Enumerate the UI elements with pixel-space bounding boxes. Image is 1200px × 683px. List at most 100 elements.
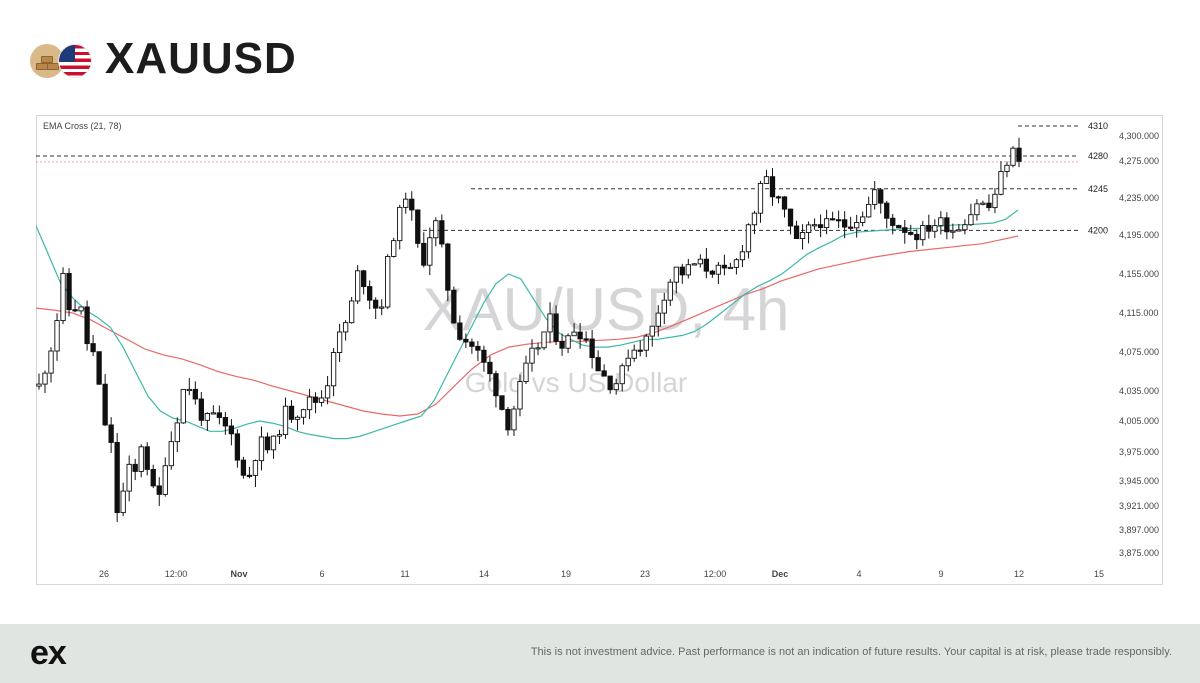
candle-up [324,385,331,399]
ema78-line [36,235,1019,417]
candle-down [775,196,782,199]
x-tick-label: Dec [772,569,789,579]
candle-up [673,266,679,283]
candle-down [156,485,162,495]
x-tick-label: 14 [479,569,489,579]
candle-up [625,357,631,367]
x-tick-label: Nov [230,569,247,579]
candle-up [968,214,974,226]
candle-down [914,233,920,241]
candle-up [733,259,740,268]
candle-up [306,396,313,411]
y-tick-label: 4,275.000 [1119,156,1159,166]
candle-down [192,388,198,400]
y-tick-label: 4,195.000 [1119,230,1159,240]
candle-up [126,463,132,492]
candle-down [583,338,589,341]
candle-up [385,255,391,308]
candle-up [427,237,433,266]
brand-logo: ex [30,634,67,672]
candle-down [926,224,932,232]
candle-up [210,412,217,415]
candle-up [613,383,619,391]
candle-up [932,225,938,232]
candle-up [860,216,866,223]
candle-down [234,433,241,461]
x-tick-label: 12:00 [165,569,188,579]
x-tick-label: 12:00 [704,569,727,579]
candle-down [908,232,914,235]
footer: ex This is not investment advice. Past p… [0,624,1200,683]
candle-up [920,224,926,241]
candle-down [288,405,295,420]
candle-up [517,381,523,410]
candle-up [186,388,192,392]
candle-up [162,465,168,495]
candle-up [745,224,752,253]
level-label: 4280 [1088,151,1108,161]
candle-down [589,338,595,359]
candle-up [727,266,734,270]
candle-down [878,189,884,204]
candle-up [649,325,655,337]
candle-up [168,441,174,467]
candle-down [709,270,716,275]
candle-down [559,340,565,349]
candle-up [811,224,818,227]
candle-up [180,388,186,424]
candle-down [679,266,685,276]
y-tick-label: 4,075.000 [1119,347,1159,357]
candle-up [523,362,529,383]
candle-up [318,397,325,403]
us-flag-icon [58,44,92,78]
price-chart[interactable]: EMA Cross (21, 78) XAU/USD, 4h Gold vs US … [36,115,1163,585]
candle-up [252,460,259,476]
candle-down [505,408,511,431]
y-tick-label: 3,897.000 [1119,525,1159,535]
candle-up [962,224,968,231]
candle-up [535,347,541,350]
candle-down [373,299,379,309]
candle-down [637,349,643,352]
candle-up [379,306,385,309]
candle-down [367,286,373,301]
candle-down [66,272,72,311]
candle-up [631,349,637,359]
x-tick-label: 4 [856,569,861,579]
candle-down [246,474,253,477]
candle-down [787,208,794,227]
candle-up [571,331,577,337]
candle-up [42,372,48,385]
candle-down [553,313,559,342]
candle-up [342,322,349,333]
candle-up [511,408,517,431]
candle-down [114,442,120,514]
candle-up [751,212,758,226]
candle-down [198,398,204,421]
candle-down [841,219,848,228]
y-tick-label: 3,975.000 [1119,447,1159,457]
candle-up [60,272,66,322]
candle-up [258,436,265,462]
candle-down [445,243,451,291]
candle-up [300,409,307,418]
candle-down [415,209,421,244]
candle-down [817,224,824,229]
candle-up [655,312,661,327]
candle-up [282,405,289,436]
candle-down [96,351,102,385]
candle-up [294,416,301,420]
candle-up [1004,164,1010,172]
candle-up [541,331,547,349]
candle-down [150,468,156,487]
x-tick-label: 12 [1014,569,1024,579]
candle-up [715,264,722,275]
candle-up [697,258,703,265]
candle-down [451,289,457,324]
candle-up [685,264,691,276]
x-tick-label: 26 [99,569,109,579]
candle-up [330,352,337,387]
candle-up [403,198,409,208]
candle-down [595,357,601,372]
candle-up [998,171,1004,195]
